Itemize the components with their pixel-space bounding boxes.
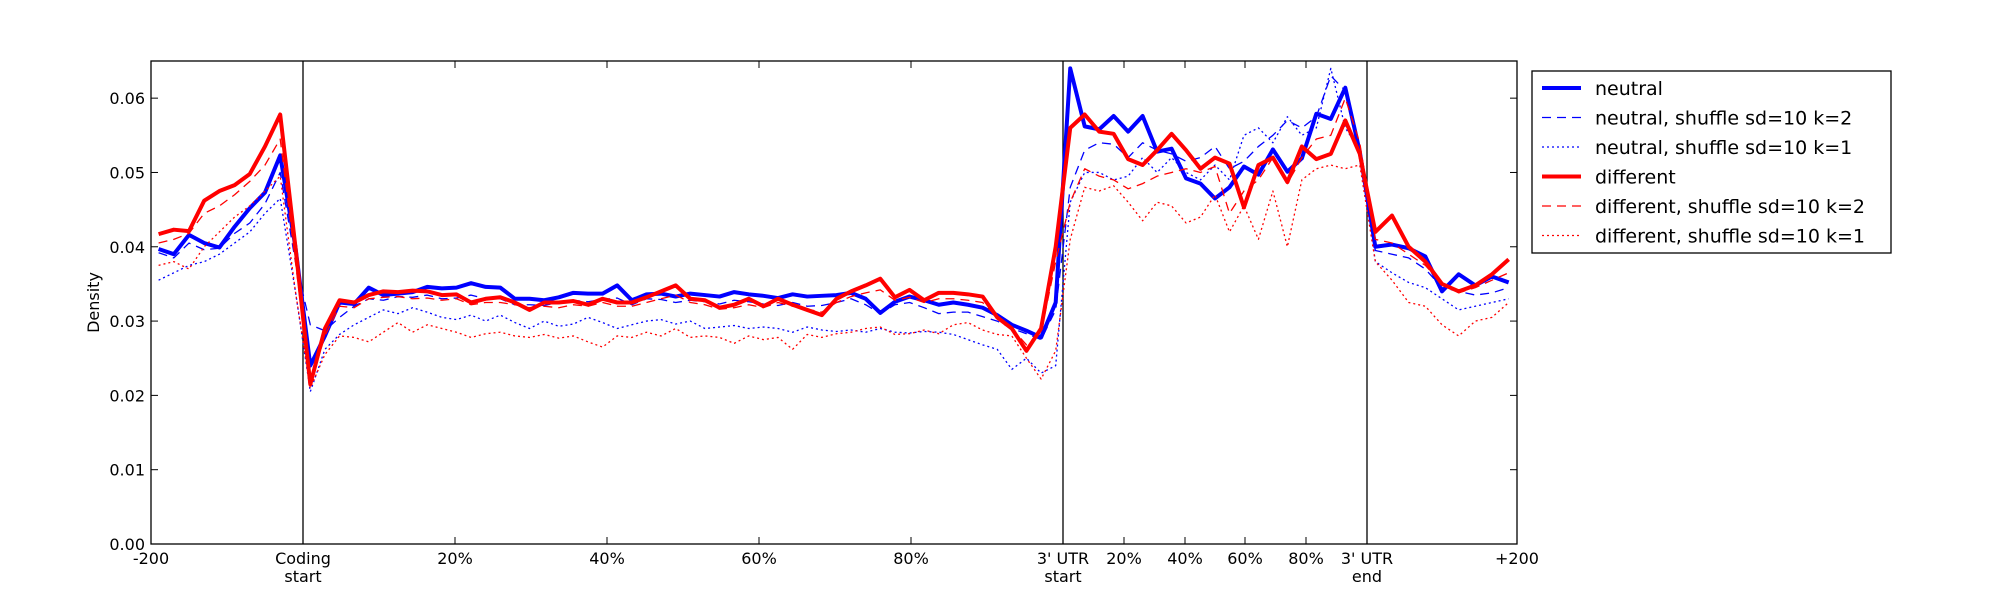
y-axis-label: Density xyxy=(84,272,103,333)
series-line-1 xyxy=(157,66,1510,368)
plot-frame xyxy=(150,60,1518,545)
y-tick-label: 0.06 xyxy=(109,89,145,108)
legend-box xyxy=(1531,70,1892,254)
x-tick-label: 40% xyxy=(1167,549,1203,568)
series-lines xyxy=(157,66,1511,393)
x-tick-label: 40% xyxy=(589,549,625,568)
x-tick-label: -200 xyxy=(133,549,169,568)
x-tick-label: +200 xyxy=(1495,549,1539,568)
x-tick-label: Coding xyxy=(275,549,331,568)
y-tick-label: 0.04 xyxy=(109,238,145,257)
x-tick-label-line2: start xyxy=(284,567,321,586)
x-tick-label: 80% xyxy=(1288,549,1324,568)
series-line-4 xyxy=(158,112,1511,387)
axis-ticks: 0.000.010.020.030.040.050.06-200 Codingst… xyxy=(109,61,1539,586)
series-line-6 xyxy=(158,164,1510,389)
legend-label-2: neutral, shuffle sd=10 k=2 xyxy=(1595,108,1852,130)
x-tick-label: 60% xyxy=(1227,549,1263,568)
legend-label-5: different, shuffle sd=10 k=2 xyxy=(1595,196,1865,218)
legend-label-6: different, shuffle sd=10 k=1 xyxy=(1595,226,1865,248)
legend: neutral neutral, shuffle sd=10 k=2 neutral… xyxy=(1531,70,1892,254)
x-tick-label: 3' UTR xyxy=(1037,549,1089,568)
x-tick-label: 60% xyxy=(741,549,777,568)
x-tick-label-line2: end xyxy=(1352,567,1382,586)
y-tick-label: 0.05 xyxy=(109,163,145,182)
legend-label-4: different xyxy=(1595,167,1676,189)
y-tick-label: 0.02 xyxy=(109,386,145,405)
series-line-3 xyxy=(158,67,1509,393)
legend-label-3: neutral, shuffle sd=10 k=1 xyxy=(1595,137,1852,159)
legend-label-1: neutral xyxy=(1595,78,1663,100)
series-line-5 xyxy=(158,97,1509,385)
x-tick-label-line2: start xyxy=(1044,567,1081,586)
x-tick-label: 20% xyxy=(1106,549,1142,568)
x-tick-label: 3' UTR xyxy=(1341,549,1393,568)
y-tick-label: 0.00 xyxy=(109,535,145,554)
x-tick-label: 20% xyxy=(437,549,473,568)
x-tick-label: 80% xyxy=(893,549,929,568)
y-tick-label: 0.01 xyxy=(109,461,145,480)
y-tick-label: 0.03 xyxy=(109,312,145,331)
